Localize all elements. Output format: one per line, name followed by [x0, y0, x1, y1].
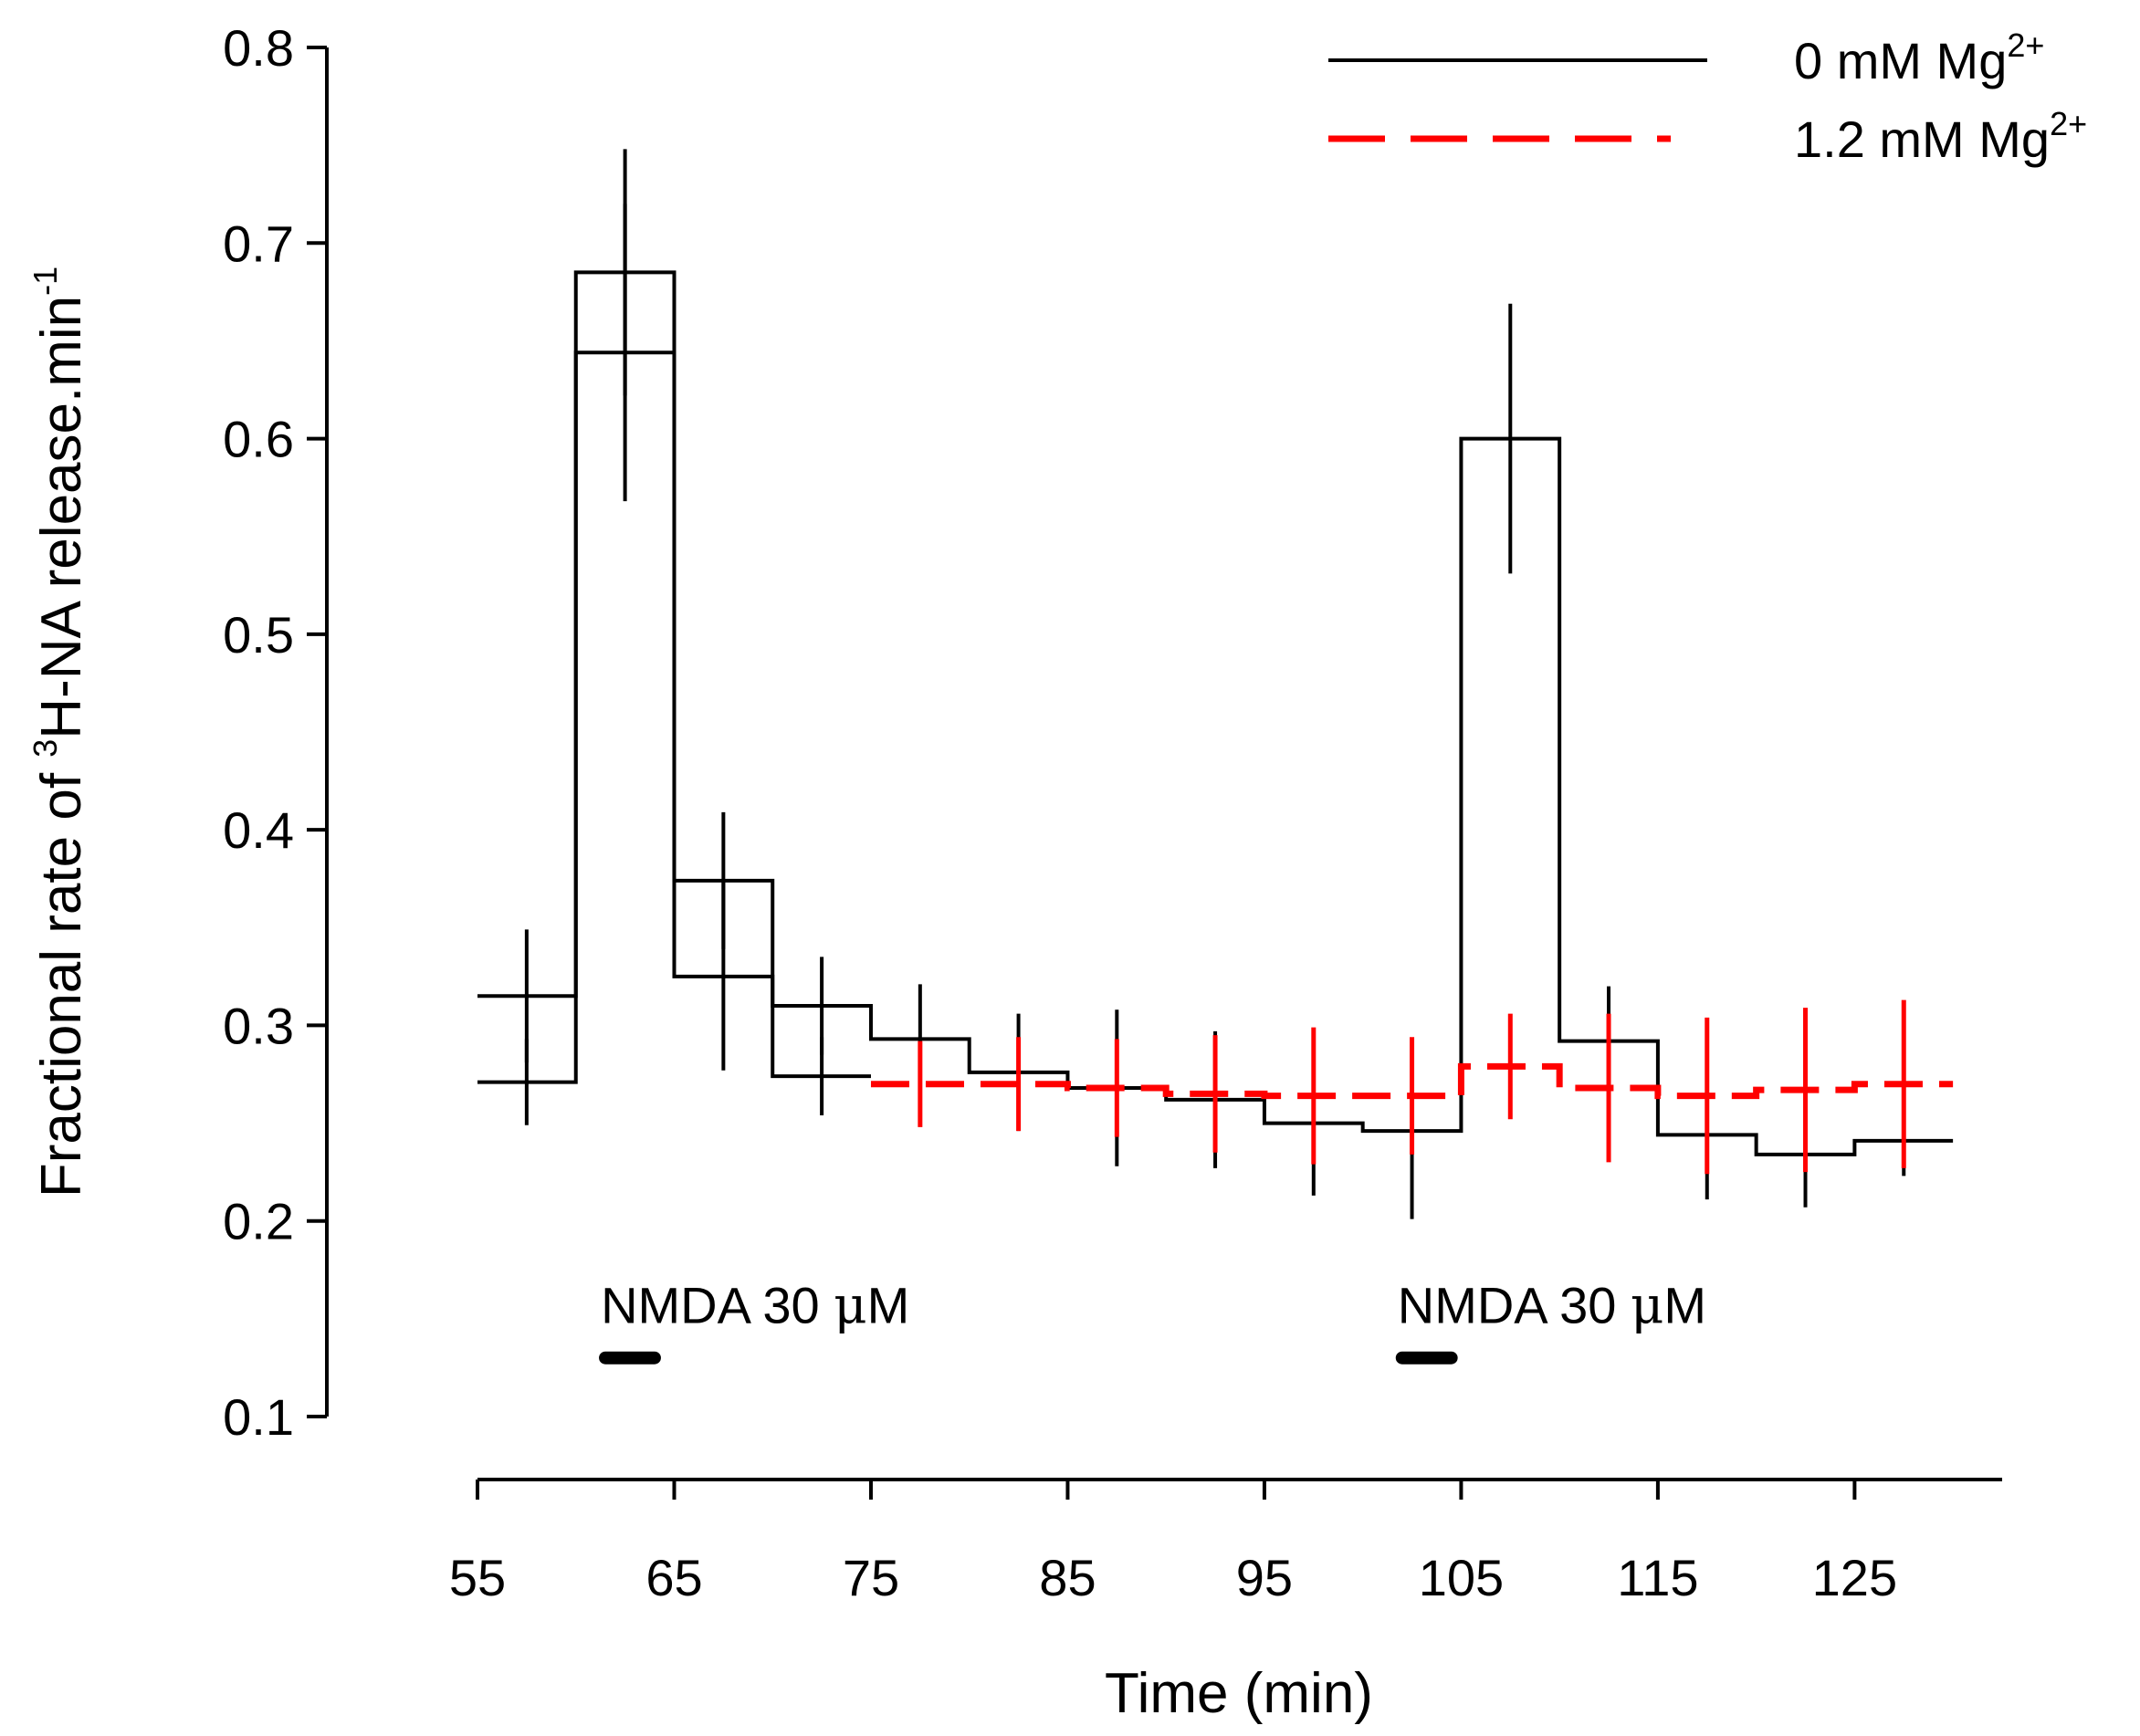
legend-label-0mm-sup: 2+	[2007, 26, 2044, 64]
y-axis-title-sup2: -1	[26, 267, 64, 296]
y-tick-label: 0.3	[223, 997, 294, 1054]
nmda-label-unit: M	[867, 1277, 910, 1334]
nmda-annotation-0: NMDA 30 μM	[599, 1277, 909, 1365]
stimulus-annotations: NMDA 30 μM NMDA 30 μM	[599, 1277, 1706, 1365]
y-tick-label: 0.2	[223, 1193, 294, 1250]
x-tick-label: 125	[1812, 1549, 1897, 1606]
y-tick-label: 0.7	[223, 214, 294, 272]
y-axis-title-middle: H-NA release.min	[30, 296, 93, 739]
x-tick-label: 65	[645, 1549, 702, 1606]
series-1	[477, 204, 1954, 1175]
x-tick-label: 95	[1236, 1549, 1293, 1606]
y-axis-title-sup1: 3	[26, 739, 64, 758]
legend-label-1-2mm-base: 1.2 mM Mg	[1794, 110, 2050, 168]
nmda-label-mu: μ	[834, 1277, 866, 1336]
x-tick-label: 105	[1419, 1549, 1504, 1606]
legend: 0 mM Mg2+ 1.2 mM Mg2+	[1328, 26, 2087, 168]
x-axis: 55 65 75 85 95 105 115 125	[449, 1478, 2002, 1606]
legend-label-1-2mm-sup: 2+	[2050, 105, 2087, 142]
x-tick-label: 85	[1039, 1549, 1096, 1606]
y-tick-label: 0.6	[223, 411, 294, 468]
nmda-annotation-1: NMDA 30 μM	[1395, 1277, 1706, 1365]
x-tick-label: 55	[449, 1549, 506, 1606]
nmda-label-unit: M	[1663, 1277, 1706, 1334]
nmda-label-base: NMDA 30	[601, 1277, 834, 1334]
x-ticks: 55 65 75 85 95 105 115 125	[449, 1480, 1897, 1606]
x-tick-label: 75	[843, 1549, 899, 1606]
y-axis-title-prefix: Fractional rate of	[30, 758, 93, 1197]
y-tick-label: 0.8	[223, 19, 294, 77]
y-tick-label: 0.1	[223, 1388, 294, 1446]
series-1-line-dashed	[870, 1062, 1954, 1100]
y-tick-label: 0.4	[223, 801, 294, 859]
y-axis-title: Fractional rate of 3H-NA release.min-1	[26, 267, 93, 1197]
y-axis: 0.1 0.2 0.3 0.4 0.5 0.6 0.7 0.8	[223, 19, 329, 1446]
nmda-label-mu: μ	[1631, 1277, 1663, 1336]
y-ticks: 0.1 0.2 0.3 0.4 0.5 0.6 0.7 0.8	[223, 19, 327, 1446]
series-1-line-solid	[477, 350, 871, 1084]
x-axis-title: Time (min)	[1105, 1662, 1373, 1725]
nmda-label: NMDA 30 μM	[601, 1277, 909, 1336]
nmda-label-base: NMDA 30	[1398, 1277, 1631, 1334]
plot-series	[477, 149, 1954, 1219]
legend-label-1-2mm: 1.2 mM Mg2+	[1794, 105, 2087, 168]
nmda-label: NMDA 30 μM	[1398, 1277, 1706, 1336]
y-tick-label: 0.5	[223, 606, 294, 664]
legend-label-0mm-base: 0 mM Mg	[1794, 32, 2007, 89]
x-tick-label: 115	[1617, 1549, 1698, 1606]
legend-label-0mm: 0 mM Mg2+	[1794, 26, 2044, 89]
series-0-line	[477, 270, 1954, 1156]
